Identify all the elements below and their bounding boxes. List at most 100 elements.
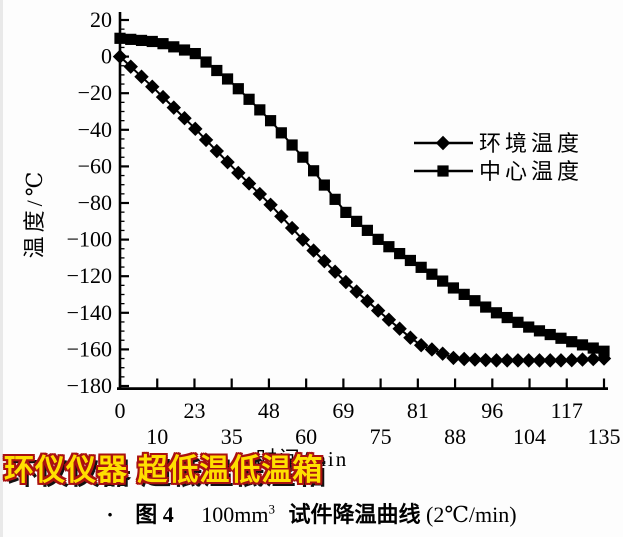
square-marker — [512, 316, 524, 328]
square-marker — [566, 336, 578, 348]
chart-canvas: 200−20−40−60−80−100−120−140−160−18001023… — [22, 7, 621, 471]
x-tick-label: 88 — [444, 424, 466, 449]
square-marker — [308, 165, 320, 177]
diamond-marker — [188, 121, 203, 137]
x-axis-title: 时间/min — [256, 447, 349, 471]
square-marker — [297, 151, 309, 163]
square-marker — [544, 328, 556, 341]
diamond-marker — [306, 243, 321, 258]
diamond-marker — [586, 351, 601, 367]
diamond-marker — [478, 352, 493, 368]
x-tick-label: 75 — [370, 424, 392, 449]
diamond-marker — [349, 284, 364, 299]
y-tick-label: −140 — [67, 300, 112, 325]
square-marker — [135, 34, 148, 47]
square-marker — [555, 332, 567, 344]
square-marker — [415, 261, 427, 273]
x-tick-label: 135 — [588, 424, 621, 449]
diamond-marker — [220, 154, 235, 170]
square-marker — [480, 301, 492, 313]
square-marker — [394, 247, 406, 260]
x-tick-label: 69 — [332, 398, 354, 423]
x-tick-label: 96 — [481, 398, 503, 423]
square-marker — [598, 345, 610, 357]
temperature-chart: 20 0 −20 −40 −60 −80 −100 −120 −140 −160 −180 0 10 23… — [22, 7, 621, 471]
diamond-marker — [510, 353, 526, 368]
diamond-marker — [274, 209, 289, 224]
y-tick-label: 0 — [101, 44, 112, 69]
x-tick-label: 48 — [258, 398, 280, 423]
diamond-marker — [403, 330, 418, 345]
caption-dot: · — [106, 502, 114, 527]
diamond-marker — [381, 312, 397, 327]
square-marker — [372, 233, 384, 245]
square-marker — [351, 215, 363, 227]
diamond-marker — [177, 111, 192, 126]
diamond-marker — [123, 59, 138, 74]
square-marker — [361, 224, 373, 236]
diamond-marker — [155, 89, 171, 105]
x-tick-label: 23 — [183, 398, 205, 423]
legend-label: 中心温度 — [479, 159, 583, 184]
watermark-text: 环仪仪器 超低温低温箱 — [4, 454, 324, 487]
diamond-marker — [575, 352, 590, 367]
x-tick-label: 0 — [115, 398, 126, 423]
legend-label: 环境温度 — [479, 131, 583, 156]
square-marker — [254, 104, 266, 116]
square-marker — [221, 73, 234, 85]
caption-rate: (2℃/min) — [426, 502, 517, 527]
x-tick-label: 104 — [513, 424, 546, 449]
diamond-marker — [521, 353, 536, 368]
x-tick-label: 60 — [295, 424, 317, 449]
diamond-marker — [489, 353, 504, 368]
diamond-marker — [370, 303, 386, 318]
square-marker — [576, 339, 589, 351]
diamond-marker — [198, 132, 214, 148]
y-tick-label: −180 — [67, 373, 112, 398]
square-marker — [404, 254, 416, 267]
y-axis-title: 温度/℃ — [22, 168, 47, 259]
diamond-marker — [231, 165, 246, 181]
caption-volume: 100mm — [201, 502, 269, 527]
diamond-marker — [252, 186, 268, 202]
diamond-marker — [553, 353, 569, 368]
square-marker — [533, 325, 546, 337]
square-marker — [125, 33, 137, 45]
square-marker — [437, 275, 449, 287]
square-marker — [275, 127, 287, 139]
square-marker — [426, 268, 438, 280]
square-marker — [114, 32, 126, 44]
square-marker — [340, 206, 352, 218]
square-marker — [200, 56, 212, 68]
diamond-marker — [456, 351, 472, 367]
square-marker — [437, 165, 449, 177]
diamond-marker — [360, 293, 375, 309]
series-line-环境温度 — [119, 55, 605, 362]
diamond-marker — [263, 197, 278, 212]
diamond-marker — [435, 346, 450, 361]
square-marker — [211, 64, 223, 77]
y-tick-label: −100 — [67, 227, 112, 252]
square-marker — [383, 241, 395, 253]
square-marker — [447, 282, 460, 294]
square-marker — [329, 193, 341, 205]
diamond-marker — [424, 342, 440, 357]
square-marker — [232, 83, 244, 95]
y-tick-label: −40 — [78, 117, 112, 142]
diamond-marker — [532, 353, 547, 368]
y-tick-label: −60 — [78, 153, 112, 178]
diamond-marker — [500, 353, 515, 368]
square-marker — [523, 321, 535, 333]
y-tick-label: −80 — [78, 190, 112, 215]
diamond-marker — [543, 353, 558, 368]
x-tick-label: 81 — [407, 398, 429, 423]
diamond-marker — [446, 350, 461, 366]
square-marker — [243, 93, 255, 105]
square-marker — [458, 288, 470, 300]
caption-subject: 试件降温曲线 — [288, 502, 421, 527]
caption-volume-sup: 3 — [268, 501, 275, 517]
diamond-marker — [295, 232, 311, 247]
x-tick-label: 10 — [146, 424, 168, 449]
square-marker — [490, 307, 503, 319]
square-marker — [501, 311, 513, 324]
